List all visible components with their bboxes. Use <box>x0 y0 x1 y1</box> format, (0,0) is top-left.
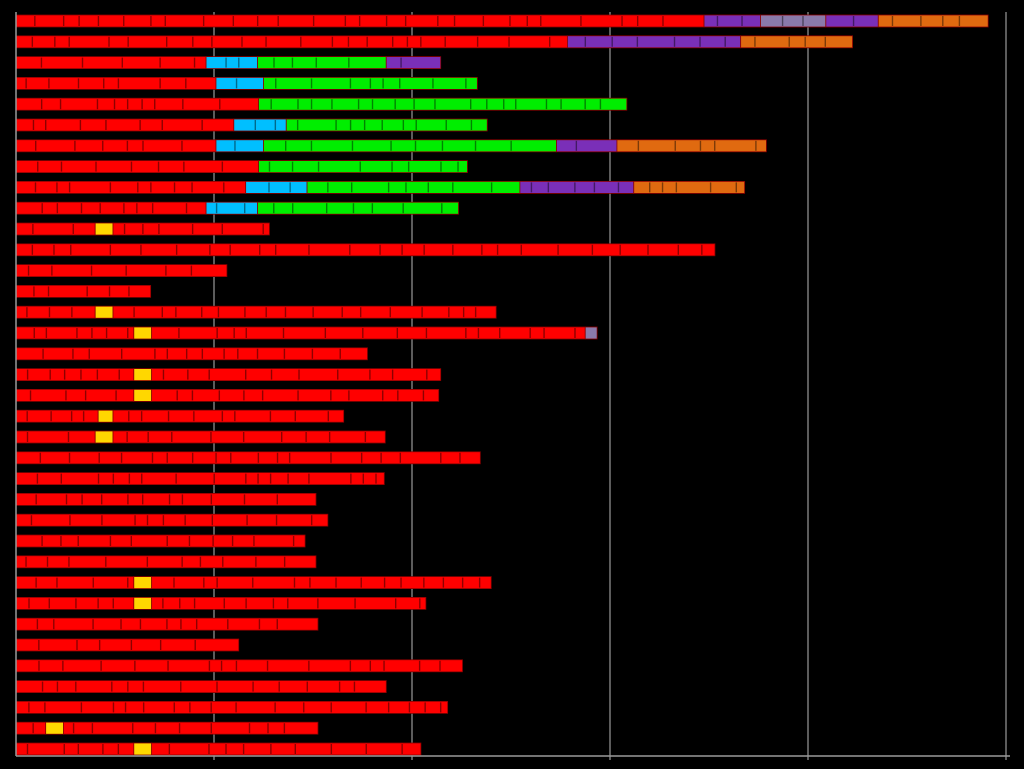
bar-row-28-segment-0 <box>15 597 135 610</box>
bar-row-26-segment-0 <box>15 555 317 569</box>
bar-row-35-segment-2 <box>151 742 422 756</box>
axes <box>15 12 1010 760</box>
bar-row-8-segment-1 <box>245 180 308 194</box>
bar-row-34-segment-0 <box>15 721 47 735</box>
bar-row-9-segment-0 <box>15 201 207 215</box>
bar-row-7-segment-1 <box>258 160 468 174</box>
bar-row-2-segment-0 <box>15 56 207 69</box>
gridlines <box>213 12 1007 756</box>
bar-row-32-segment-0 <box>15 680 387 693</box>
bar-row-14-segment-0 <box>15 305 96 319</box>
bar-row-14-segment-2 <box>112 305 497 319</box>
bar-row-5-segment-2 <box>285 118 488 132</box>
bar-row-4-segment-0 <box>15 97 259 111</box>
bar-row-16-segment-0 <box>15 347 368 361</box>
bar-row-14-segment-1 <box>94 305 114 319</box>
bar-row-5-segment-1 <box>233 118 287 132</box>
bar-row-6-segment-0 <box>15 139 217 153</box>
bar-row-23-segment-0 <box>15 492 317 506</box>
bar-row-9-segment-2 <box>257 201 459 215</box>
bar-row-4-segment-1 <box>258 97 628 111</box>
bar-row-2-segment-1 <box>205 56 258 69</box>
bar-row-20-segment-1 <box>94 430 114 444</box>
bar-row-9-segment-1 <box>205 201 258 215</box>
bar-row-27-segment-1 <box>133 576 153 589</box>
bar-row-0-segment-3 <box>825 14 879 28</box>
bar-row-22-segment-0 <box>15 472 385 486</box>
bar-row-35-segment-1 <box>133 742 153 756</box>
bar-row-6-segment-3 <box>556 139 618 153</box>
bar-row-27-segment-2 <box>151 576 492 589</box>
bar-row-15-segment-1 <box>133 326 153 340</box>
bar-row-35-segment-0 <box>15 742 135 756</box>
bar-row-10-segment-2 <box>112 222 270 236</box>
bar-row-30-segment-0 <box>15 638 240 652</box>
bar-row-2-segment-2 <box>257 56 387 69</box>
bar-row-28-segment-2 <box>151 597 427 610</box>
bar-row-0-segment-1 <box>703 14 761 28</box>
bar-row-31-segment-0 <box>15 659 463 673</box>
bar-row-11-segment-0 <box>15 243 716 257</box>
bar-row-5-segment-0 <box>15 118 235 132</box>
bar-row-1-segment-2 <box>740 35 853 49</box>
bar-row-15-segment-3 <box>584 326 598 340</box>
bar-row-34-segment-2 <box>63 721 319 735</box>
bar-row-34-segment-1 <box>45 721 64 735</box>
bar-row-17-segment-1 <box>133 368 153 382</box>
bar-row-0-segment-2 <box>760 14 827 28</box>
bar-row-20-segment-2 <box>112 430 386 444</box>
bar-row-6-segment-1 <box>215 139 264 153</box>
bar-row-8-segment-4 <box>633 180 746 194</box>
bar-row-27-segment-0 <box>15 576 135 589</box>
bar-row-8-segment-0 <box>15 180 247 194</box>
bar-row-24-segment-0 <box>15 513 329 527</box>
bar-row-21-segment-0 <box>15 451 481 465</box>
bar-row-18-segment-2 <box>151 388 440 402</box>
bar-row-6-segment-2 <box>263 139 557 153</box>
bar-row-3-segment-2 <box>263 77 478 90</box>
bar-row-12-segment-0 <box>15 264 228 278</box>
bar-row-8-segment-2 <box>306 180 521 194</box>
bar-row-1-segment-0 <box>15 35 568 49</box>
bar-row-3-segment-1 <box>215 77 264 90</box>
bar-row-10-segment-0 <box>15 222 96 236</box>
bar-row-10-segment-1 <box>94 222 114 236</box>
bar-row-2-segment-3 <box>385 56 442 69</box>
bar-row-1-segment-1 <box>567 35 742 49</box>
bar-row-28-segment-1 <box>133 597 153 610</box>
bar-row-17-segment-2 <box>151 368 442 382</box>
bar-row-8-segment-3 <box>519 180 635 194</box>
bar-row-13-segment-0 <box>15 284 152 298</box>
bar-row-19-segment-1 <box>97 409 114 423</box>
bar-row-25-segment-0 <box>15 534 306 548</box>
bar-row-6-segment-4 <box>616 139 767 153</box>
bar-row-19-segment-0 <box>15 409 99 423</box>
bar-row-17-segment-0 <box>15 368 135 382</box>
bar-row-19-segment-2 <box>112 409 345 423</box>
bar-row-18-segment-1 <box>133 388 153 402</box>
bar-row-0-segment-4 <box>877 14 989 28</box>
